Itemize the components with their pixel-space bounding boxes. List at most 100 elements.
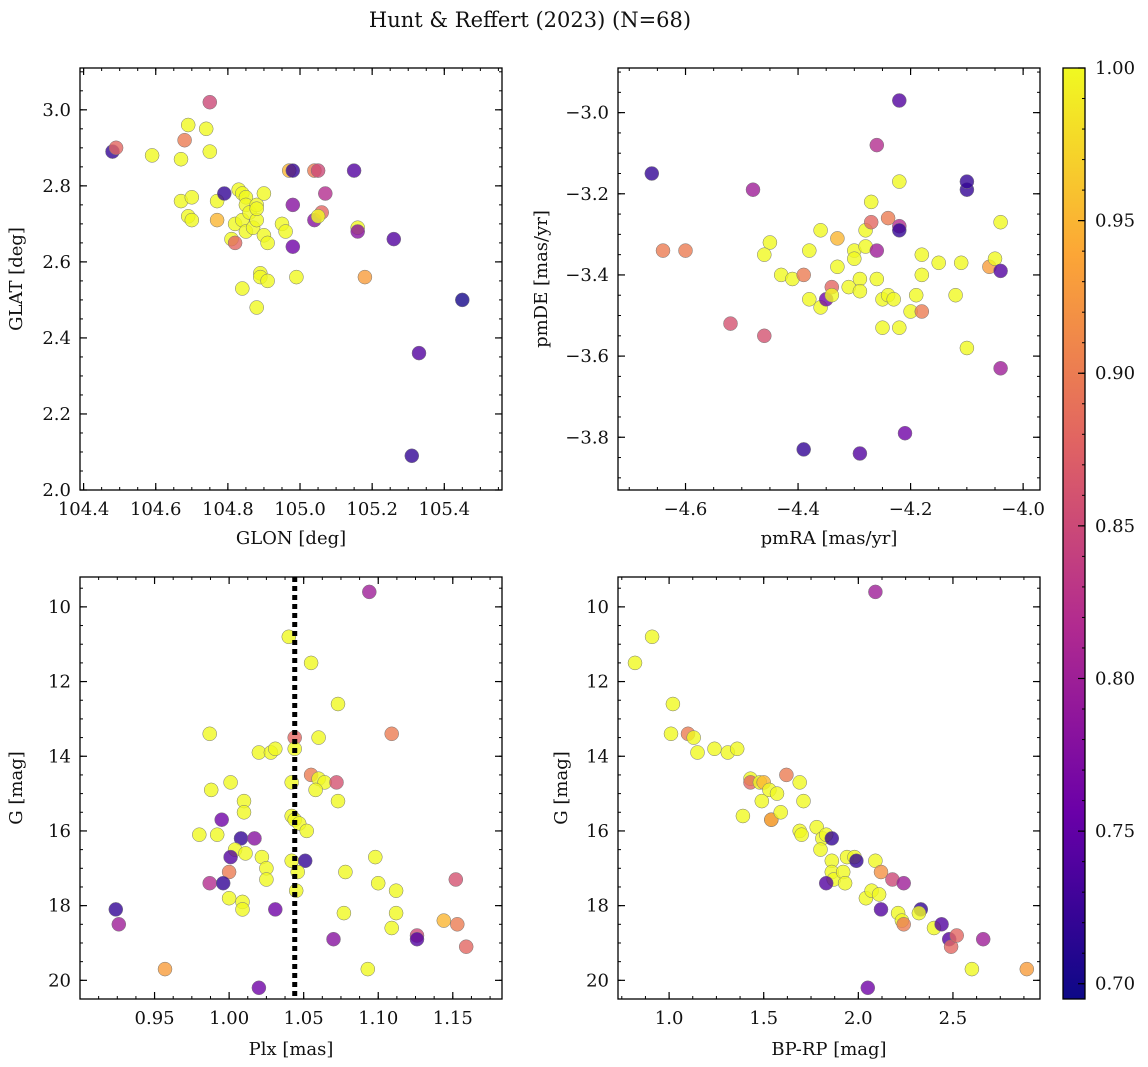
x-tick-label: 105.0 (274, 499, 326, 520)
scatter-point (818, 875, 834, 891)
colorbar-tick-label: 0.70 (1095, 974, 1135, 995)
scatter-point (330, 696, 346, 712)
scatter-point (209, 827, 225, 842)
scatter-point (285, 163, 301, 178)
scatter-point (762, 235, 778, 250)
colorbar-tick-label: 0.95 (1095, 211, 1135, 232)
scatter-point (299, 823, 314, 839)
scatter-point (849, 853, 864, 869)
scatter-point (892, 93, 907, 108)
scatter-point (310, 209, 326, 224)
scatter-point (773, 805, 788, 820)
y-tick-label: 12 (586, 672, 609, 693)
scatter-point (285, 197, 301, 213)
scatter-point (202, 726, 217, 742)
scatter-point (911, 905, 927, 921)
scatter-point (665, 696, 681, 712)
scatter-point (455, 292, 470, 308)
scatter-point (837, 875, 853, 891)
scatter-point (338, 864, 353, 880)
x-tick-label: 105.2 (346, 499, 398, 520)
scatter-point (404, 448, 420, 464)
figure-title: Hunt & Reffert (2023) (N=68) (369, 8, 691, 32)
x-axis-label: Plx [mas] (249, 1039, 334, 1060)
scatter-point (769, 786, 785, 801)
scatter-point (260, 273, 275, 289)
y-tick-label: 3.0 (42, 100, 71, 121)
y-axis-label: pmDE [mas/yr] (531, 210, 552, 348)
y-axis-label: G [mag] (551, 751, 572, 824)
x-tick-label: 1.0 (655, 1008, 684, 1029)
scatter-point (794, 827, 809, 842)
scatter-point (329, 775, 344, 790)
x-tick-label: 1.5 (749, 1008, 778, 1029)
x-axis-label: BP-RP [mag] (771, 1039, 886, 1060)
scatter-point (779, 767, 794, 783)
x-tick-label: −4.6 (664, 499, 708, 520)
scatter-point (707, 741, 722, 757)
x-tick-label: 104.4 (58, 499, 110, 520)
scatter-point (655, 243, 671, 258)
scatter-point (198, 121, 214, 137)
scatter-point (346, 163, 362, 178)
scatter-point (223, 849, 238, 865)
scatter-point (249, 300, 264, 315)
scatter-point (796, 267, 811, 283)
scatter-point (873, 864, 889, 880)
x-axis-label: pmRA [mas/yr] (761, 528, 898, 549)
scatter-point (802, 292, 817, 307)
scatter-point (830, 231, 845, 246)
y-tick-label: 14 (48, 746, 71, 767)
colorbar-tick-label: 0.80 (1095, 668, 1135, 689)
scatter-point (249, 201, 264, 216)
scatter-point (690, 745, 705, 760)
panel-bprp-g: 1.0 1.5 2.0 2.5 10 12 14 16 18 20 BP-RP [mag] G [ma… (551, 576, 1041, 1060)
scatter-point (235, 281, 250, 296)
y-tick-label: 20 (48, 970, 71, 991)
scatter-point (735, 808, 751, 824)
scatter-points (627, 584, 1035, 996)
scatter-point (221, 890, 237, 906)
scatter-point (644, 629, 660, 645)
scatter-point (184, 212, 200, 228)
scatter-point (227, 235, 243, 251)
scatter-point (892, 174, 907, 189)
scatter-point (993, 361, 1008, 376)
scatter-point (318, 186, 333, 201)
scatter-point (236, 805, 252, 820)
scatter-points (108, 584, 474, 996)
y-tick-label: 2.8 (42, 176, 71, 197)
scatter-point (875, 320, 890, 335)
scatter-point (796, 793, 811, 809)
scatter-point (729, 741, 745, 757)
scatter-point (663, 726, 679, 742)
scatter-point (177, 132, 192, 148)
scatter-point (813, 842, 828, 857)
scatter-point (678, 243, 693, 258)
axes-frame (617, 67, 1041, 491)
x-tick-label: −4.4 (776, 499, 820, 520)
y-tick-label: 10 (586, 597, 609, 618)
scatter-point (869, 137, 885, 153)
scatter-point (897, 425, 913, 441)
scatter-point (297, 853, 313, 869)
colorbar-tick-label: 0.75 (1095, 821, 1135, 842)
scatter-point (362, 584, 377, 600)
axes-frame (79, 576, 503, 1000)
scatter-point (303, 655, 319, 671)
panel-plx-g: 0.95 1.00 1.05 1.10 1.15 10 12 14 16 18 20 Plx [mas… (6, 576, 503, 1060)
colorbar-tick-label: 1.00 (1095, 58, 1135, 79)
y-tick-label: 16 (586, 821, 609, 842)
scatter-point (796, 442, 811, 457)
scatter-point (259, 872, 274, 887)
scatter-point (931, 255, 946, 271)
scatter-point (949, 928, 964, 943)
x-tick-label: 1.00 (209, 1008, 249, 1029)
scatter-point (436, 913, 452, 928)
scatter-point (852, 271, 868, 287)
scatter-point (217, 186, 232, 201)
scatter-point (223, 775, 238, 790)
scatter-point (308, 782, 323, 798)
scatter-point (278, 224, 293, 239)
scatter-point (251, 980, 267, 996)
